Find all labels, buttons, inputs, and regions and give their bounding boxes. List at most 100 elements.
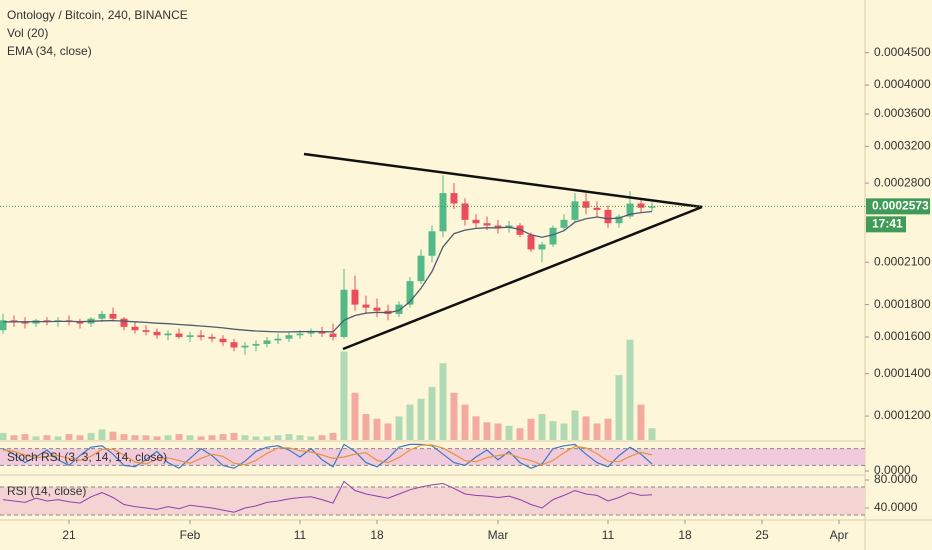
volume-bar (384, 423, 392, 440)
volume-bar (10, 435, 18, 440)
volume-bar (395, 416, 403, 440)
candle-body (439, 193, 447, 232)
volume-bar (186, 435, 194, 440)
candle-body (593, 207, 601, 210)
ema-line (2, 210, 653, 333)
volume-bar (461, 404, 469, 440)
candle-body (318, 331, 326, 334)
candle-body (76, 321, 84, 324)
volume-bar (318, 435, 326, 440)
y-tick-label: 0.0003600 (874, 106, 931, 120)
volume-bar (648, 428, 656, 440)
trend-line (303, 152, 703, 209)
candle-body (109, 313, 117, 319)
stoch-k-line (2, 443, 653, 469)
candle-body (120, 318, 128, 327)
last-price-label: 0.0002573 (872, 199, 929, 213)
x-tick-label: 25 (755, 528, 769, 542)
y-tick-label: 0.0001400 (874, 366, 931, 380)
y-tick-label: 0.0004500 (874, 45, 931, 59)
candle-body (274, 338, 282, 341)
chart-title: Ontology / Bitcoin, 240, BINANCE (7, 8, 188, 22)
y-tick-label: 40.0000 (874, 500, 918, 514)
candle-body (153, 331, 161, 336)
x-tick-label: Feb (180, 528, 201, 542)
volume-bar (241, 435, 249, 440)
candle-body (406, 281, 414, 305)
candle-body (604, 209, 612, 224)
volume-bar (351, 392, 359, 440)
volume-bar (615, 375, 623, 440)
candle-body (461, 203, 469, 220)
volume-bar (494, 423, 502, 440)
volume-bar (43, 435, 51, 440)
volume-bar (483, 422, 491, 440)
volume-bar (637, 404, 645, 440)
candle-body (395, 304, 403, 314)
rsi-line (2, 480, 653, 513)
candle-body (263, 340, 271, 344)
y-tick-label: 0.0000 (874, 463, 911, 477)
candle-body (329, 333, 337, 337)
volume-bar (120, 434, 128, 440)
candle-body (571, 201, 579, 220)
rsi-label: RSI (14, close) (7, 484, 86, 498)
volume-bar (32, 436, 40, 440)
volume-bar (406, 404, 414, 440)
candle-body (494, 225, 502, 228)
volume-bar (505, 425, 513, 440)
candle-body (208, 336, 216, 339)
candle-body (21, 321, 29, 324)
candle-body (10, 320, 18, 322)
candle-body (417, 255, 425, 282)
candle-body (230, 342, 238, 348)
x-tick-label: 21 (62, 528, 76, 542)
volume-bar (417, 398, 425, 440)
candle-body (615, 216, 623, 224)
candle-body (538, 244, 546, 250)
volume-bar (21, 434, 29, 440)
volume-bar (582, 416, 590, 440)
x-tick-label: Apr (830, 528, 849, 542)
volume-bar (571, 410, 579, 440)
candle-body (296, 333, 304, 336)
volume-bar (142, 435, 150, 440)
x-tick-label: 11 (602, 528, 615, 542)
volume-bar (472, 416, 480, 440)
y-tick-label: 0.0002800 (874, 175, 931, 189)
volume-bar (538, 414, 546, 440)
volume-bar (527, 418, 535, 440)
candle-body (0, 320, 7, 331)
candle-body (241, 345, 249, 348)
candle-body (285, 335, 293, 339)
candle-body (219, 338, 227, 343)
y-tick-label: 0.0002100 (874, 254, 931, 268)
volume-bar (340, 351, 348, 440)
volume-bar (109, 431, 117, 440)
candle-body (472, 219, 480, 224)
volume-bar (87, 432, 95, 440)
volume-bar (307, 436, 315, 440)
volume-bar (373, 418, 381, 440)
candle-body (648, 206, 656, 208)
volume-bar (329, 432, 337, 440)
volume-bar (296, 435, 304, 440)
candle-body (186, 335, 194, 337)
volume-bar (252, 436, 260, 440)
candle-body (362, 304, 370, 308)
volume-bar (197, 436, 205, 440)
y-tick-label: 0.0003200 (874, 139, 931, 153)
volume-bar (76, 435, 84, 440)
candle-body (549, 227, 557, 245)
candle-body (351, 289, 359, 305)
y-tick-label: 0.0001200 (874, 408, 931, 422)
volume-bar (285, 434, 293, 440)
last-price-box (866, 198, 930, 215)
x-tick-label: 18 (370, 528, 384, 542)
volume-bar (98, 429, 106, 440)
volume-bar (549, 421, 557, 440)
volume-bar (516, 428, 524, 440)
countdown-label: 17:41 (872, 217, 903, 231)
candle-body (450, 193, 458, 204)
countdown-box (866, 216, 906, 233)
